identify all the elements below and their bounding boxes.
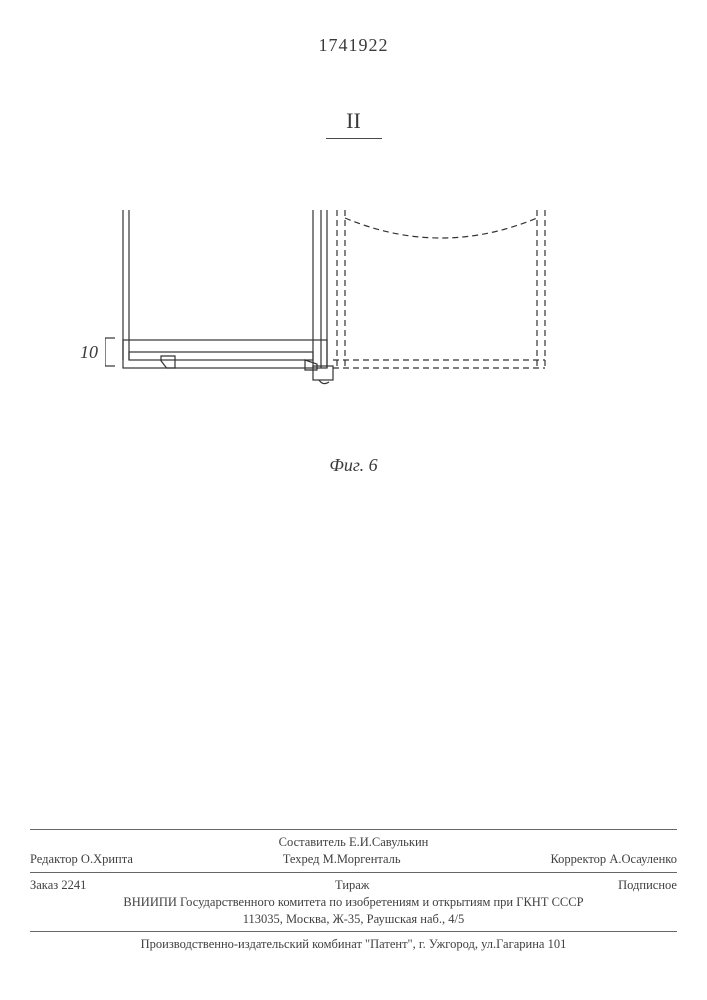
footer-rule-3 [30,931,677,932]
ref-label-10: 10 [80,342,98,363]
order-row: Заказ 2241 Тираж Подписное [30,877,677,894]
patent-page: 1741922 II 10 Фиг. 6 Составитель Е.И.Сав… [0,0,707,1000]
order-label: Заказ [30,878,58,892]
compiler-name: Е.И.Савулькин [349,835,428,849]
figure-caption: Фиг. 6 [329,455,377,476]
footer-rule-2 [30,872,677,873]
org-line: ВНИИПИ Государственного комитета по изоб… [30,894,677,911]
corrector-name: А.Осауленко [609,852,677,866]
patent-number: 1741922 [319,35,389,56]
address-line: 113035, Москва, Ж-35, Раушская наб., 4/5 [30,911,677,928]
credits-row-2: Редактор О.Хрипта Техред М.Моргенталь Ко… [30,851,677,868]
printer-line: Производственно-издательский комбинат "П… [30,936,677,953]
credits-row-1: Составитель Е.И.Савулькин [30,834,677,851]
editor-label: Редактор [30,852,78,866]
footer-rule-1 [30,829,677,830]
tirazh-label: Тираж [335,877,369,894]
section-label-text: II [346,108,361,133]
techred-name: М.Моргенталь [323,852,401,866]
footer-block: Составитель Е.И.Савулькин Редактор О.Хри… [30,825,677,953]
editor-name: О.Хрипта [81,852,133,866]
compiler-label: Составитель [279,835,346,849]
section-label: II [326,108,382,139]
techred-label: Техред [283,852,320,866]
figure-6 [105,210,605,440]
section-underline [326,138,382,139]
corrector-label: Корректор [550,852,606,866]
figure-svg [105,210,605,440]
order-no: 2241 [61,878,86,892]
subscription-label: Подписное [618,877,677,894]
